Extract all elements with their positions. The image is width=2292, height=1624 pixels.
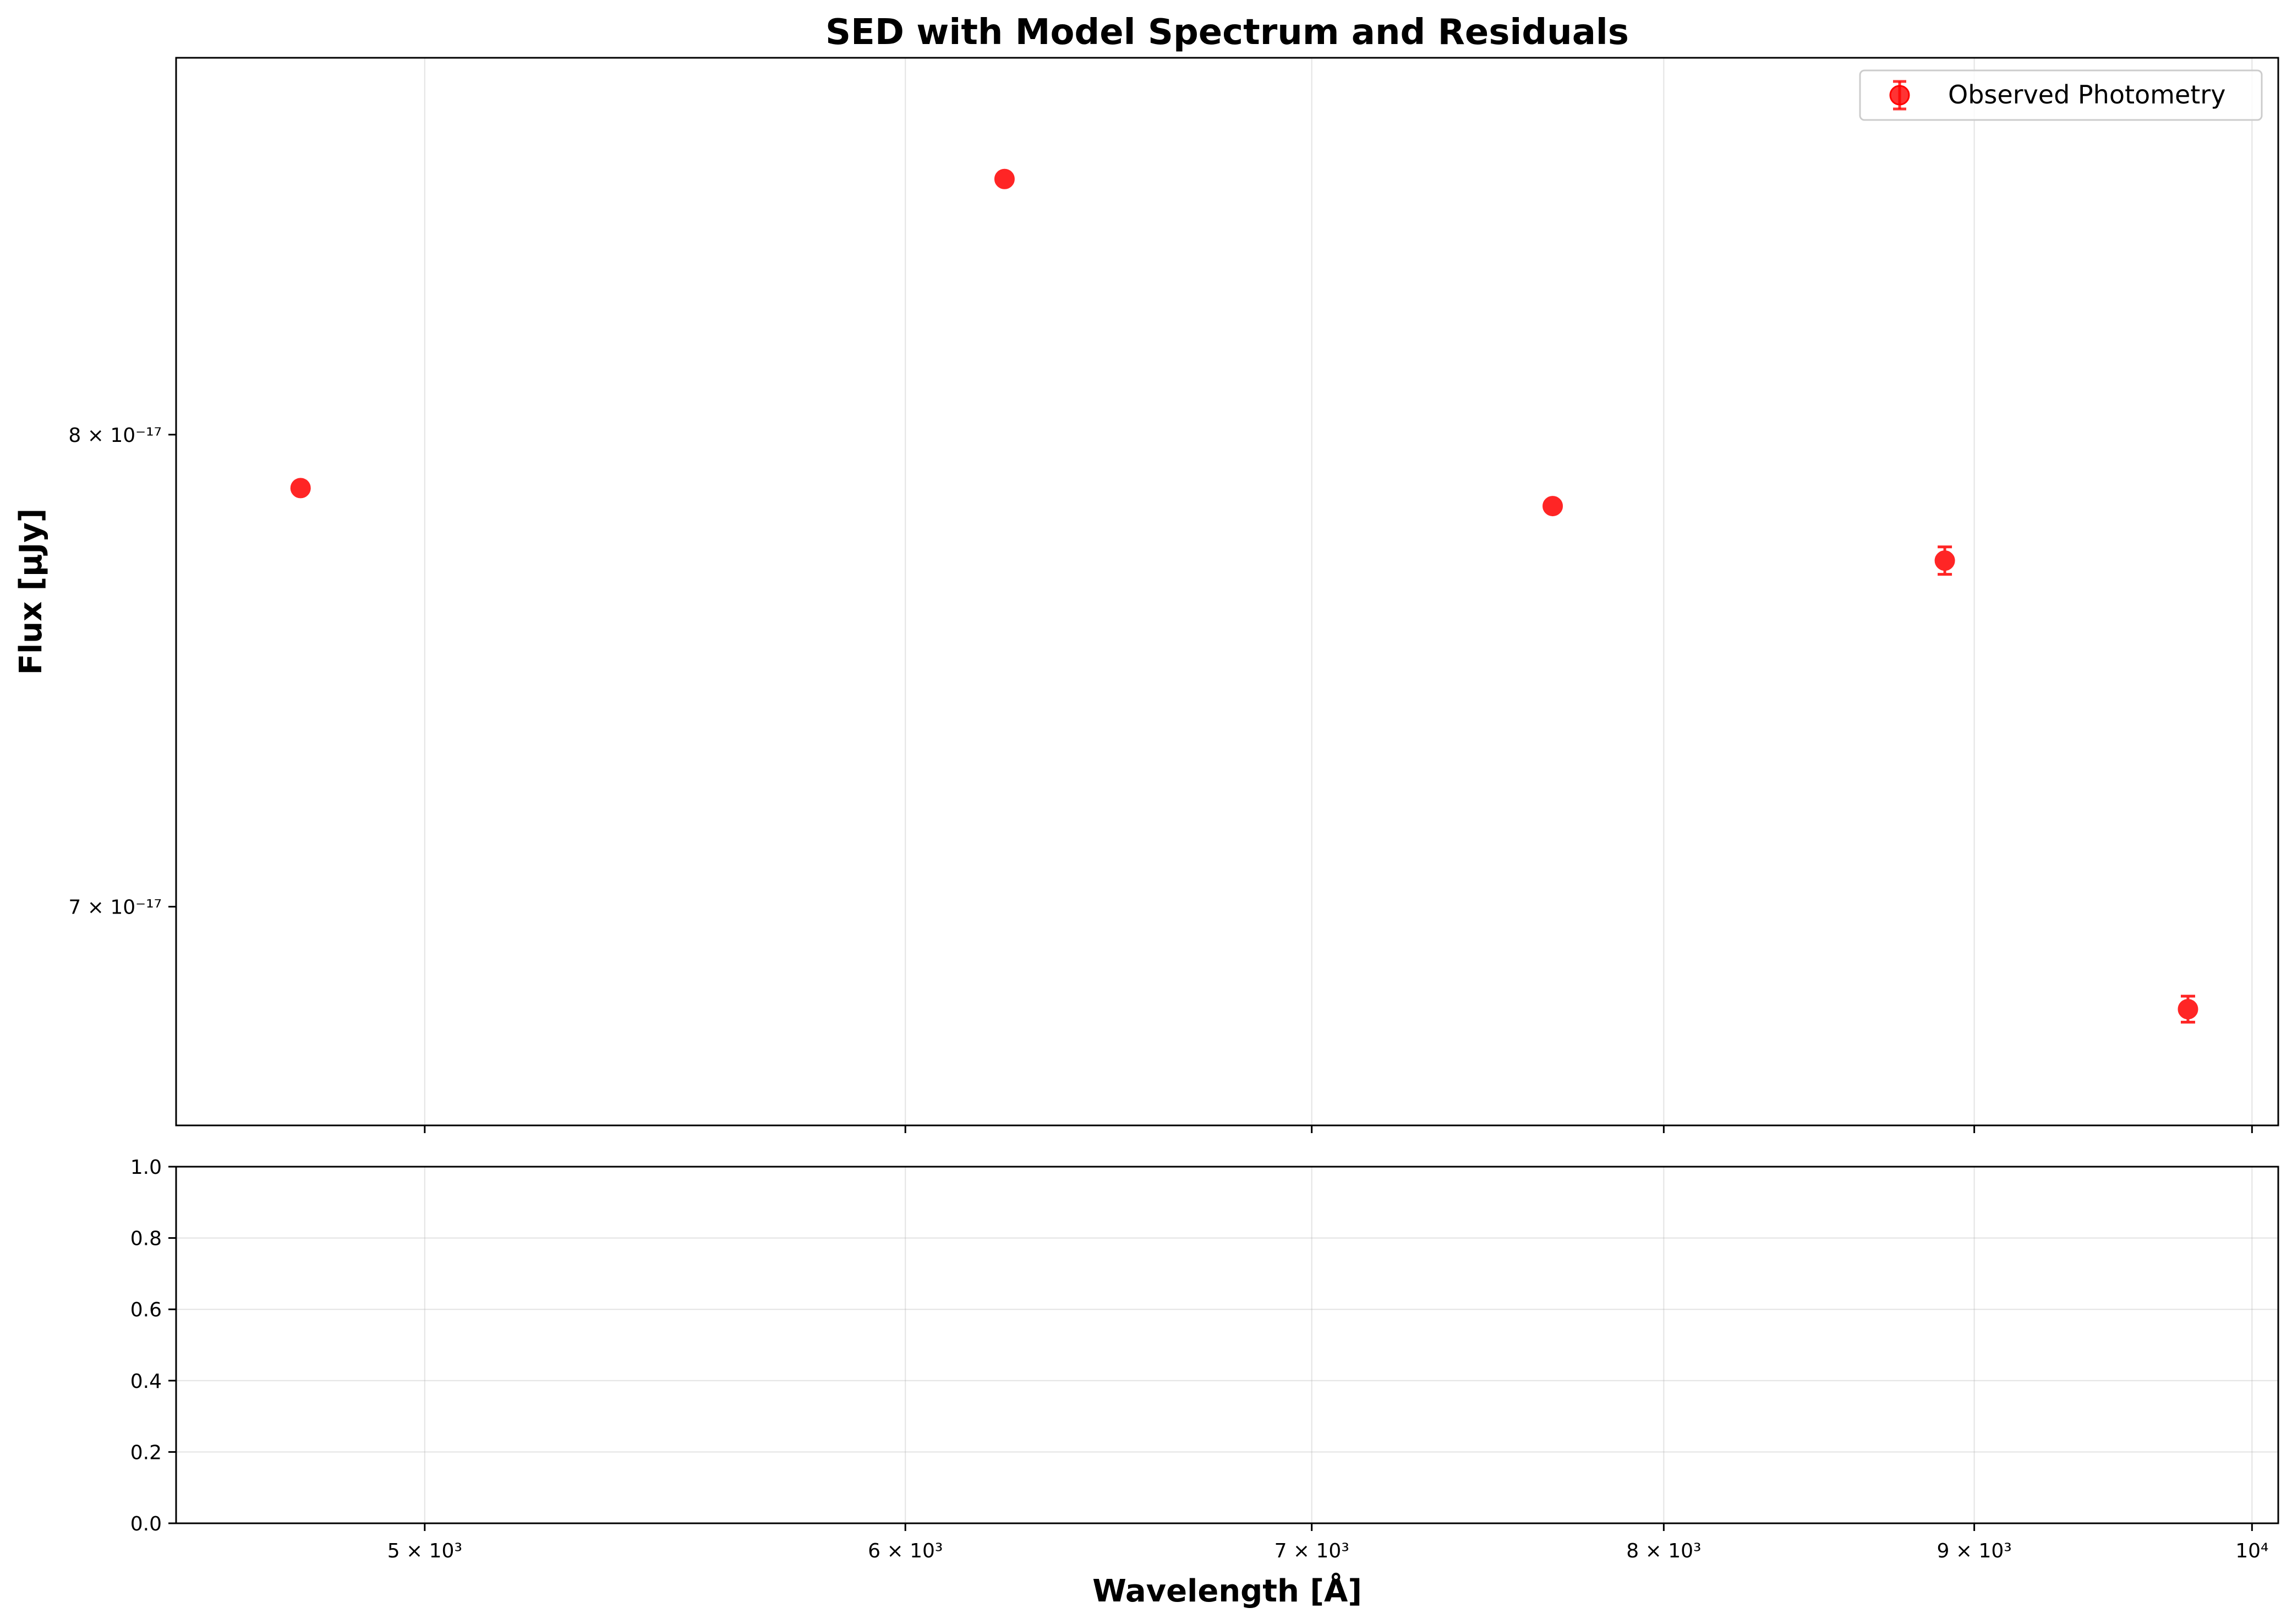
data-point-marker [1542, 496, 1563, 517]
x-axis-title: Wavelength [Å] [1092, 1573, 1362, 1609]
x-tick-label: 9 × 10³ [1937, 1540, 2011, 1562]
x-tick-label: 7 × 10³ [1274, 1540, 1349, 1562]
data-point-marker [290, 478, 311, 499]
residual-y-tick-label: 0.8 [130, 1228, 162, 1250]
data-point-marker [2178, 999, 2198, 1020]
data-point-marker [994, 168, 1015, 189]
residual-x-ticks: 5 × 10³ 6 × 10³ 7 × 10³ 8 × 10³ 9 × 10³ 10⁴ [387, 1523, 2268, 1562]
main-y-ticks: 8 × 10⁻¹⁷ 7 × 10⁻¹⁷ [68, 424, 176, 919]
residual-y-tick-label: 0.4 [130, 1370, 162, 1393]
x-tick-label: 6 × 10³ [868, 1540, 943, 1562]
main-y-tick-label: 7 × 10⁻¹⁷ [68, 896, 162, 919]
data-point [1542, 496, 1563, 517]
residual-y-tick-label: 0.6 [130, 1299, 162, 1321]
y-axis-title: Flux [μJy] [13, 508, 49, 675]
main-x-ticks [424, 1125, 2253, 1133]
observed-photometry-points [290, 168, 2198, 1024]
residual-panel: 0.0 0.2 0.4 0.6 0.8 1.0 5 × 10³ 6 × 10³ 7 × 10³… [130, 1156, 2279, 1562]
data-point-marker [1934, 550, 1955, 571]
residual-y-tick-label: 0.2 [130, 1441, 162, 1464]
chart-title: SED with Model Spectrum and Residuals [825, 12, 1629, 53]
main-axes-frame [175, 57, 2279, 1127]
residual-y-tick-label: 0.0 [130, 1513, 162, 1535]
legend: Observed Photometry [1859, 69, 2263, 121]
x-tick-label: 5 × 10³ [387, 1540, 462, 1562]
legend-box [1859, 69, 2263, 121]
residual-y-ticks: 0.0 0.2 0.4 0.6 0.8 1.0 [130, 1156, 176, 1535]
data-point [290, 478, 311, 499]
legend-entry-observed-photometry: Observed Photometry [1948, 80, 2225, 110]
legend-marker [1889, 80, 1910, 111]
main-y-tick-label: 8 × 10⁻¹⁷ [68, 424, 162, 447]
data-point [1934, 545, 1955, 576]
data-point [2178, 994, 2198, 1024]
residual-axes-frame [175, 1166, 2279, 1524]
main-grid [424, 58, 2253, 1125]
x-tick-label: 8 × 10³ [1626, 1540, 1701, 1562]
data-point [994, 168, 1015, 189]
residual-y-tick-label: 1.0 [130, 1156, 162, 1179]
x-tick-label: 10⁴ [2235, 1540, 2268, 1562]
main-panel: 8 × 10⁻¹⁷ 7 × 10⁻¹⁷ [68, 57, 2279, 1133]
